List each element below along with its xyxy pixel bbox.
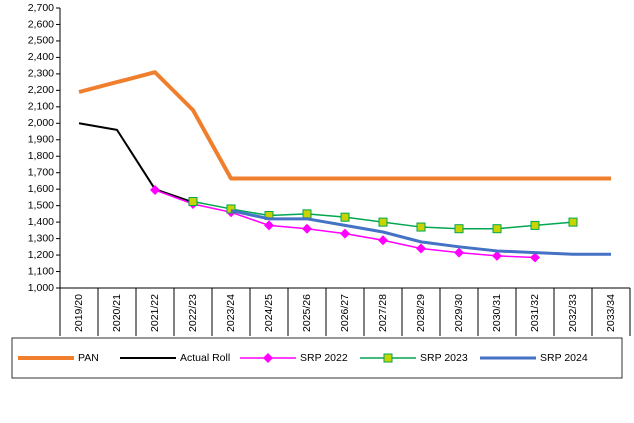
y-tick-label: 2,000: [28, 117, 54, 129]
y-tick-label: 1,000: [28, 282, 54, 294]
y-tick-label: 2,300: [28, 68, 54, 80]
y-tick-label: 1,700: [28, 166, 54, 178]
marker: [454, 247, 464, 258]
x-tick-label: 2022/23: [187, 294, 199, 332]
y-tick-label: 2,700: [28, 2, 54, 14]
marker: [416, 243, 426, 254]
series-line: [78, 122, 194, 204]
y-tick-label: 1,200: [28, 249, 54, 261]
x-tick-label: 2024/25: [263, 294, 275, 332]
y-tick-label: 2,400: [28, 51, 54, 63]
legend-label: SRP 2022: [300, 352, 348, 364]
x-tick-label: 2033/34: [605, 294, 617, 332]
legend-label: PAN: [78, 352, 99, 364]
marker: [302, 223, 312, 234]
marker: [264, 220, 274, 231]
y-tick-label: 1,500: [28, 199, 54, 211]
x-tick-label: 2026/27: [339, 294, 351, 332]
y-tick-label: 2,200: [28, 84, 54, 96]
x-tick-label: 2020/21: [111, 294, 123, 332]
legend-marker: [263, 353, 273, 363]
marker: [378, 235, 388, 246]
marker: [416, 222, 426, 232]
y-tick-label: 2,600: [28, 18, 54, 30]
y-tick-label: 1,900: [28, 134, 54, 146]
y-tick-label: 1,600: [28, 183, 54, 195]
y-tick-label: 2,500: [28, 35, 54, 47]
marker: [454, 224, 464, 234]
y-tick-label: 1,300: [28, 232, 54, 244]
y-tick-label: 1,800: [28, 150, 54, 162]
marker: [150, 185, 160, 195]
x-tick-label: 2027/28: [377, 294, 389, 332]
marker: [492, 224, 502, 234]
legend-label: Actual Roll: [180, 352, 230, 364]
marker: [530, 220, 540, 230]
series-line: [78, 70, 611, 181]
y-tick-label: 1,400: [28, 216, 54, 228]
x-tick-label: 2028/29: [415, 294, 427, 332]
marker: [302, 209, 312, 219]
y-tick-label: 1,100: [28, 265, 54, 277]
marker: [340, 228, 350, 239]
marker: [530, 252, 540, 263]
x-tick-label: 2032/33: [567, 294, 579, 332]
legend-box: [11, 337, 623, 379]
marker: [188, 197, 198, 207]
legend-label: SRP 2023: [420, 352, 468, 364]
x-tick-label: 2021/22: [149, 294, 161, 332]
legend-marker: [383, 353, 393, 363]
y-tick-label: 2,100: [28, 101, 54, 113]
x-tick-label: 2030/31: [491, 294, 503, 332]
x-tick-label: 2031/32: [529, 294, 541, 332]
x-tick-label: 2019/20: [73, 294, 85, 332]
marker: [568, 217, 578, 227]
legend-label: SRP 2024: [540, 352, 588, 364]
marker: [378, 217, 388, 227]
marker: [492, 250, 502, 261]
x-tick-label: 2023/24: [225, 294, 237, 332]
marker: [226, 204, 236, 214]
x-tick-label: 2025/26: [301, 294, 313, 332]
marker: [340, 212, 350, 222]
series-line: [230, 209, 611, 256]
x-tick-label: 2029/30: [453, 294, 465, 332]
